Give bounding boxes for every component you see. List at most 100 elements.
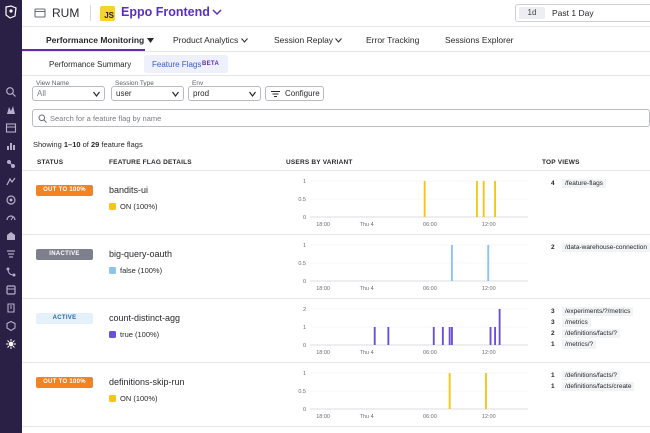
- variant-bar: [487, 245, 490, 281]
- search-icon: [38, 114, 47, 123]
- software-delivery-icon[interactable]: [5, 302, 17, 314]
- network-icon[interactable]: [5, 266, 17, 278]
- x-tick-label: 12:00: [482, 350, 496, 356]
- tab-performance-summary[interactable]: Performance Summary: [49, 60, 132, 69]
- logs-icon[interactable]: [5, 248, 17, 260]
- table-row[interactable]: OUT TO 100% bandits-ui ON (100%) 1 0.5 0 18:00…: [22, 171, 650, 235]
- chevron-down-icon: [240, 38, 248, 43]
- tab-product-analytics[interactable]: Product Analytics: [173, 35, 248, 45]
- time-range-picker[interactable]: 1d Past 1 Day: [515, 4, 650, 22]
- chevron-down-icon[interactable]: [212, 8, 222, 16]
- column-header-details[interactable]: FEATURE FLAG DETAILS: [109, 159, 192, 166]
- integrations-icon[interactable]: [5, 158, 17, 170]
- results-count: Showing 1–10 of 29 feature flags: [33, 140, 143, 149]
- top-view-path: /metrics/?: [562, 340, 597, 349]
- variant-legend: true (100%): [109, 330, 159, 339]
- status-badge: ACTIVE: [36, 313, 93, 324]
- status-badge: OUT TO 100%: [36, 185, 93, 196]
- view-name-select[interactable]: All: [32, 86, 105, 101]
- column-header-status[interactable]: STATUS: [37, 159, 64, 166]
- top-view-path: /definitions/facts/?: [562, 329, 621, 338]
- flag-name[interactable]: bandits-ui: [109, 185, 149, 195]
- js-app-icon: JS: [100, 6, 115, 21]
- table-row[interactable]: OUT TO 100% definitions-skip-run ON (100%)…: [22, 363, 650, 427]
- top-view-item[interactable]: 2/data-warehouse-connection: [551, 243, 650, 252]
- top-view-count: 1: [551, 341, 555, 348]
- top-view-item[interactable]: 4/feature-flags: [551, 179, 606, 188]
- x-tick-label: 12:00: [482, 414, 496, 420]
- watchdog-icon[interactable]: [5, 104, 17, 116]
- dashboards-icon[interactable]: [5, 122, 17, 134]
- sliders-icon: [271, 91, 280, 97]
- top-view-path: /data-warehouse-connection: [562, 243, 650, 252]
- variant-bar: [485, 373, 487, 409]
- users-by-variant-chart: 2 1 0 18:00 Thu 4 06:00 12:00: [303, 307, 528, 356]
- datadog-logo-icon[interactable]: [3, 4, 19, 20]
- session-type-label: Session Type: [115, 80, 154, 87]
- variant-bar: [373, 327, 376, 345]
- column-header-top-views[interactable]: TOP VIEWS: [542, 159, 580, 166]
- x-tick-label: 18:00: [316, 222, 330, 228]
- monitors-icon[interactable]: [5, 176, 17, 188]
- y-tick-label: 0.5: [298, 261, 306, 267]
- variant-label: false (100%): [120, 266, 163, 275]
- variant-swatch: [109, 331, 116, 338]
- apm-icon[interactable]: [5, 212, 17, 224]
- search-icon[interactable]: [5, 86, 17, 98]
- flag-name[interactable]: count-distinct-agg: [109, 313, 181, 323]
- caret-down-icon: [146, 38, 154, 43]
- rum-sidebar-icon[interactable]: [5, 338, 17, 350]
- flag-name[interactable]: big-query-oauth: [109, 249, 173, 259]
- search-input[interactable]: [50, 111, 610, 125]
- top-view-item[interactable]: 1/definitions/facts/create: [551, 382, 635, 391]
- metrics-icon[interactable]: [5, 140, 17, 152]
- variant-bar: [498, 309, 501, 345]
- top-view-item[interactable]: 3/experiments/?/metrics: [551, 307, 634, 316]
- x-tick-label: 06:00: [423, 350, 437, 356]
- top-view-item[interactable]: 2/definitions/facts/?: [551, 329, 621, 338]
- table-row[interactable]: INACTIVE big-query-oauth false (100%) 1 0.5 0…: [22, 235, 650, 299]
- top-view-path: /experiments/?/metrics: [562, 307, 634, 316]
- main-nav: Performance Monitoring Product Analytics…: [22, 28, 650, 52]
- configure-button[interactable]: Configure: [265, 86, 324, 101]
- feature-flag-search[interactable]: [32, 109, 650, 127]
- top-view-item[interactable]: 3/metrics: [551, 318, 591, 327]
- table-row[interactable]: ACTIVE count-distinct-agg true (100%) 2 1 0 18…: [22, 299, 650, 363]
- y-tick-label: 0: [303, 407, 306, 413]
- security-icon[interactable]: [5, 194, 17, 206]
- variant-bar: [448, 373, 451, 409]
- column-header-users-by-variant[interactable]: USERS BY VARIANT: [286, 159, 353, 166]
- view-name-label: View Name: [36, 80, 70, 87]
- digital-experience-icon[interactable]: [5, 284, 17, 296]
- y-tick-label: 0: [303, 343, 306, 349]
- users-by-variant-chart: 1 0.5 0 18:00 Thu 4 06:00 12:00: [298, 371, 528, 420]
- env-select[interactable]: prod: [188, 86, 261, 101]
- top-view-path: /definitions/facts/create: [562, 382, 635, 391]
- top-view-item[interactable]: 1/metrics/?: [551, 340, 597, 349]
- infrastructure-icon[interactable]: [5, 230, 17, 242]
- tab-session-replay[interactable]: Session Replay: [274, 35, 343, 45]
- tab-sessions-explorer[interactable]: Sessions Explorer: [445, 35, 514, 45]
- y-tick-label: 0.5: [298, 197, 306, 203]
- top-view-count: 4: [551, 180, 555, 187]
- beta-badge: BETA: [202, 61, 220, 67]
- status-badge: OUT TO 100%: [36, 377, 93, 388]
- tab-performance-monitoring[interactable]: Performance Monitoring: [46, 35, 154, 45]
- variant-swatch: [109, 395, 116, 402]
- chevron-down-icon: [249, 91, 256, 97]
- y-tick-label: 1: [303, 243, 306, 249]
- service-mgmt-icon[interactable]: [5, 320, 17, 332]
- variant-legend: ON (100%): [109, 202, 158, 211]
- flag-name[interactable]: definitions-skip-run: [109, 377, 185, 387]
- top-view-item[interactable]: 1/definitions/facts/?: [551, 371, 621, 380]
- variant-legend: false (100%): [109, 266, 162, 275]
- table-header-divider: [22, 170, 650, 171]
- x-tick-label: Thu 4: [360, 286, 374, 292]
- tab-error-tracking[interactable]: Error Tracking: [366, 35, 420, 45]
- application-selector[interactable]: Eppo Frontend: [121, 5, 210, 19]
- top-view-count: 1: [551, 383, 555, 390]
- x-tick-label: 18:00: [316, 414, 330, 420]
- session-type-select[interactable]: user: [111, 86, 184, 101]
- variant-bar: [494, 181, 497, 217]
- tab-feature-flags[interactable]: Feature Flags BETA: [144, 55, 228, 73]
